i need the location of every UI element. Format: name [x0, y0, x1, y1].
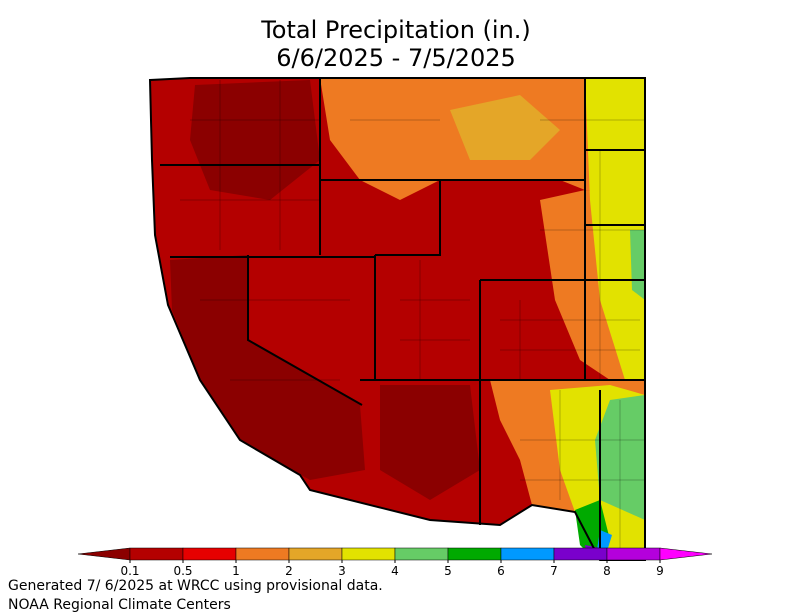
legend-tick-label: 7	[550, 564, 558, 578]
legend: 0.1 0.5 1 2 3 4 5 6 7 8 9	[77, 547, 713, 578]
footer-text: NOAA Regional Climate Centers	[8, 597, 231, 612]
legend-swatch	[606, 547, 661, 561]
legend-swatch	[182, 547, 237, 561]
legend-tick-label: 9	[656, 564, 664, 578]
subtitle: 6/6/2025 - 7/5/2025	[276, 44, 516, 72]
legend-swatch	[447, 547, 502, 561]
legend-swatch	[129, 547, 184, 561]
legend-swatch	[553, 547, 608, 561]
region-dry	[170, 255, 365, 480]
legend-tick-label: 4	[391, 564, 399, 578]
region-green	[630, 230, 645, 300]
legend-tick-label: 8	[603, 564, 611, 578]
legend-tick-label: 2	[285, 564, 293, 578]
legend-swatch	[659, 547, 713, 561]
region-dry	[190, 80, 320, 200]
title: Total Precipitation (in.)	[260, 16, 531, 44]
legend-swatch	[235, 547, 290, 561]
legend-tick-label: 0.5	[173, 564, 192, 578]
legend-swatch	[77, 547, 131, 561]
footer-text: Generated 7/ 6/2025 at WRCC using provis…	[8, 578, 383, 594]
legend-swatch	[288, 547, 343, 561]
legend-swatch	[341, 547, 396, 561]
legend-tick-label: 5	[444, 564, 452, 578]
legend-swatch	[394, 547, 449, 561]
legend-tick-label: 0.1	[120, 564, 139, 578]
state-lines	[148, 77, 646, 561]
region-yellow	[450, 95, 560, 160]
map	[148, 77, 646, 561]
legend-swatch	[500, 547, 555, 561]
legend-tick-label: 1	[232, 564, 240, 578]
region-dry	[380, 385, 480, 500]
legend-tick-label: 6	[497, 564, 505, 578]
legend-tick-label: 3	[338, 564, 346, 578]
